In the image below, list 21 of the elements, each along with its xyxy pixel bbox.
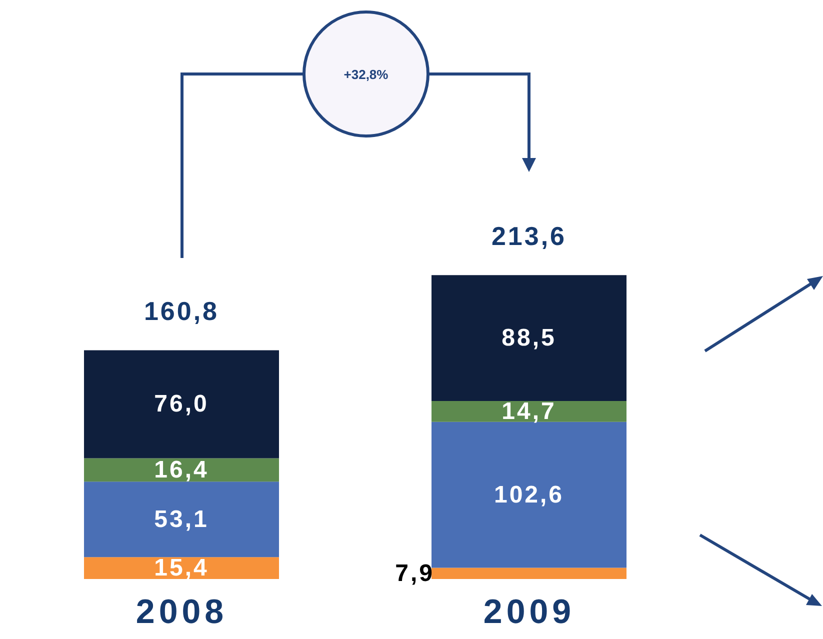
x-tick-label: 2008: [136, 593, 228, 632]
data-label: 14,7: [502, 398, 556, 425]
bar: [84, 557, 279, 579]
data-label: 53,1: [154, 506, 209, 533]
bar: [432, 422, 626, 568]
data-label: 102,6: [494, 481, 564, 508]
bar: [84, 458, 279, 482]
data-label: 7,9: [395, 560, 434, 587]
text: +32,8%: [344, 67, 389, 82]
data-label: 15,4: [154, 554, 209, 582]
x-tick-label: 2009: [483, 593, 576, 632]
data-label: 76,0: [154, 390, 209, 418]
data-label: 16,4: [154, 456, 209, 484]
total-label: 160,8: [144, 296, 220, 326]
bar: [432, 400, 626, 422]
bar: [432, 275, 626, 401]
total-label: 213,6: [491, 221, 567, 252]
bar: [84, 350, 279, 458]
data-label: 88,5: [502, 324, 556, 352]
bar: [432, 568, 626, 579]
bar: [84, 482, 279, 558]
